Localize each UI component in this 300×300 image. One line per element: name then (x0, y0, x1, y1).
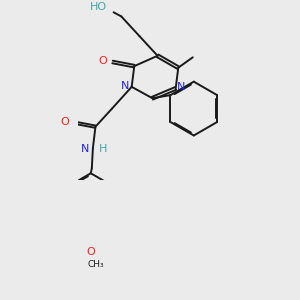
Text: N: N (121, 81, 130, 91)
Text: O: O (60, 116, 69, 127)
Text: CH₃: CH₃ (88, 260, 104, 269)
Text: O: O (86, 247, 95, 257)
Text: H: H (99, 145, 107, 154)
Text: O: O (99, 56, 108, 66)
Text: HO: HO (90, 2, 107, 12)
Text: N: N (177, 82, 185, 92)
Text: N: N (81, 145, 89, 154)
